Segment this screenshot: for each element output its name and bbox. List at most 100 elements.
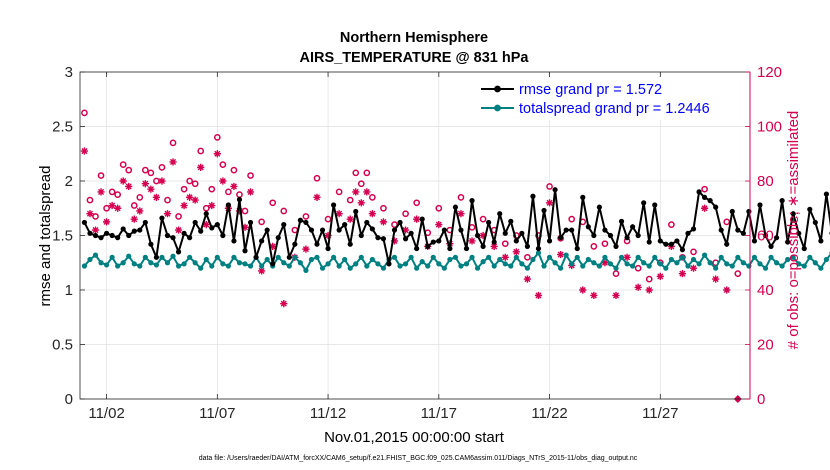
- totalspread-point: [580, 263, 586, 269]
- rmse-point: [569, 227, 575, 233]
- rmse-point: [231, 238, 237, 244]
- rmse-point: [818, 238, 824, 244]
- rmse-point: [441, 227, 447, 233]
- x-tick-label: 11/22: [531, 405, 567, 422]
- totalspread-point: [314, 254, 320, 260]
- obs-assimilated-marker: [313, 193, 321, 201]
- totalspread-point: [170, 253, 176, 259]
- totalspread-point: [535, 250, 542, 256]
- rmse-point: [369, 226, 375, 232]
- rmse-point: [480, 243, 486, 249]
- totalspread-point: [120, 260, 126, 266]
- x-tick-label: 11/07: [199, 405, 235, 422]
- rmse-point: [701, 194, 708, 200]
- rmse-point: [342, 222, 348, 228]
- obs-assimilated-marker: [712, 275, 720, 283]
- totalspread-point: [164, 260, 171, 266]
- obs-possible-marker: [369, 194, 376, 201]
- obs-assimilated-marker: [490, 242, 498, 250]
- obs-possible-marker: [180, 185, 188, 193]
- rmse-point: [380, 236, 387, 242]
- obs-possible-marker: [241, 207, 249, 215]
- totalspread-point: [652, 254, 658, 260]
- obs-possible-marker: [645, 275, 653, 283]
- totalspread-point: [286, 263, 292, 269]
- obs-assimilated-marker: [413, 215, 421, 223]
- rmse-point: [657, 238, 663, 244]
- totalspread-point: [530, 256, 536, 263]
- rmse-point: [430, 239, 436, 245]
- obs-assimilated-marker: [723, 286, 731, 294]
- obs-possible-marker: [701, 185, 708, 193]
- rmse-point: [414, 245, 420, 252]
- y-tick-label-left: 1: [65, 282, 73, 299]
- rmse-point: [713, 204, 719, 210]
- obs-possible-marker: [335, 188, 343, 196]
- y-tick-label-right: 60: [757, 228, 774, 245]
- totalspread-point: [812, 260, 818, 266]
- totalspread-point: [247, 263, 254, 269]
- x-tick-label: 11/27: [642, 405, 678, 422]
- rmse-point: [696, 189, 702, 195]
- totalspread-point: [757, 261, 763, 267]
- rmse-point: [508, 218, 514, 224]
- obs-possible-marker: [141, 166, 149, 174]
- rmse-point: [292, 241, 298, 247]
- totalspread-point: [109, 254, 115, 260]
- rmse-point: [740, 230, 746, 236]
- totalspread-point: [425, 263, 431, 269]
- obs-possible-marker: [258, 218, 265, 226]
- rmse-point: [679, 247, 686, 253]
- totalspread-point: [696, 261, 702, 267]
- rmse-point: [486, 219, 492, 226]
- rmse-point: [690, 226, 697, 232]
- obs-assimilated-marker: [645, 286, 653, 294]
- obs-assimilated-marker: [258, 267, 266, 275]
- rmse-point: [591, 232, 597, 239]
- rmse-point: [474, 232, 481, 239]
- totalspread-point: [690, 256, 697, 263]
- obs-possible-marker: [186, 177, 193, 185]
- rmse-point: [259, 238, 265, 244]
- rmse-point: [641, 200, 647, 206]
- obs-possible-marker: [468, 223, 476, 231]
- obs-possible-marker: [634, 264, 642, 272]
- totalspread-point: [663, 265, 669, 271]
- obs-possible-marker: [197, 147, 205, 155]
- obs-assimilated-marker: [479, 231, 487, 240]
- totalspread-point: [231, 254, 237, 260]
- y-tick-label-right: 80: [757, 173, 774, 190]
- rmse-point: [92, 232, 99, 239]
- rmse-point: [447, 245, 453, 252]
- totalspread-point: [724, 261, 730, 267]
- obs-possible-marker: [391, 221, 398, 228]
- totalspread-point: [452, 254, 459, 260]
- totalspread-point: [746, 263, 752, 269]
- rmse-point: [303, 219, 309, 226]
- y-tick-label-left: 3: [65, 64, 73, 81]
- totalspread-point: [463, 261, 470, 267]
- y-axis-label-left: rmse and totalspread: [37, 166, 54, 307]
- totalspread-point: [768, 254, 774, 260]
- rmse-point: [580, 194, 586, 200]
- obs-assimilated-marker: [91, 226, 100, 234]
- totalspread-point: [159, 254, 165, 260]
- totalspread-point: [236, 260, 243, 266]
- obs-assimilated-marker: [590, 291, 598, 300]
- totalspread-point: [458, 263, 464, 269]
- rmse-point: [436, 238, 442, 244]
- obs-possible-marker: [125, 166, 133, 174]
- totalspread-point: [358, 254, 364, 260]
- rmse-point: [624, 235, 630, 241]
- totalspread-point: [751, 254, 758, 260]
- totalspread-point: [635, 254, 641, 260]
- obs-assimilated-marker: [501, 253, 509, 261]
- rmse-point: [236, 196, 243, 203]
- obs-assimilated-marker: [197, 163, 205, 171]
- obs-assimilated-marker: [141, 180, 149, 188]
- rmse-point: [652, 202, 658, 208]
- obs-assimilated-marker: [130, 215, 138, 223]
- totalspread-point: [142, 254, 148, 260]
- rmse-point: [347, 241, 353, 247]
- rmse-point: [801, 245, 807, 252]
